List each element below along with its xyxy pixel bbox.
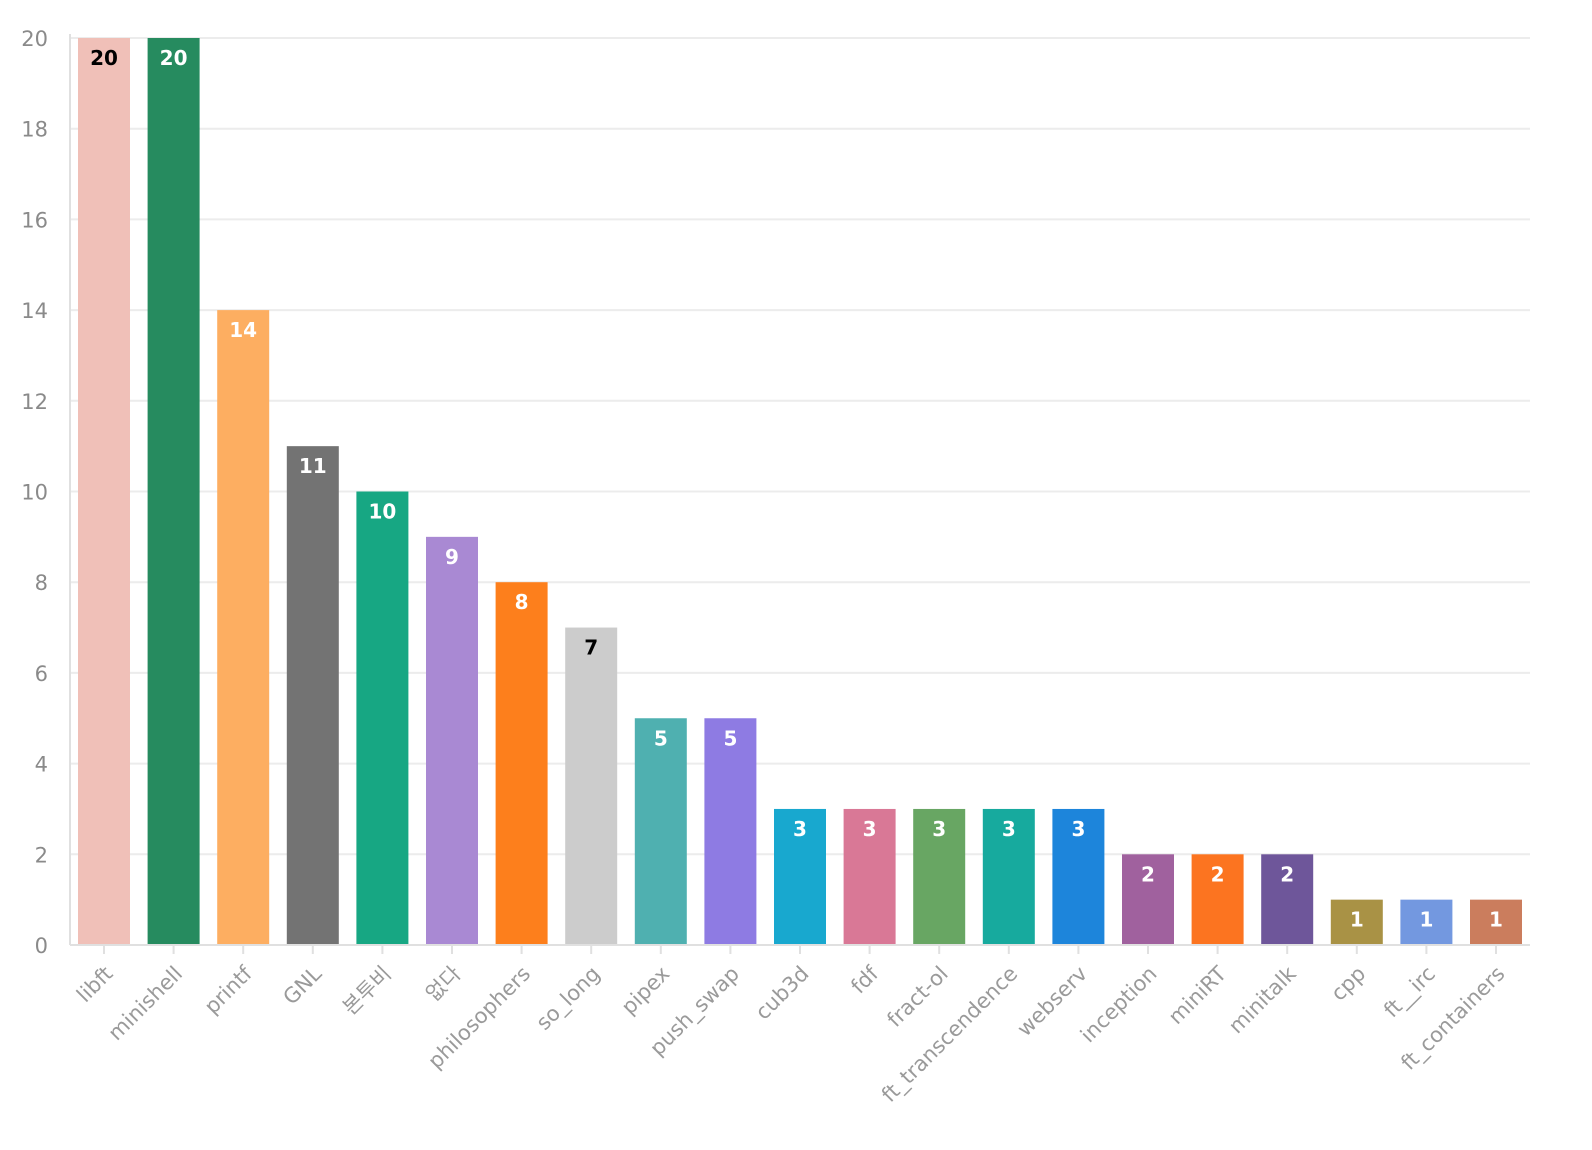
bar-value-label: 8 [515,590,529,614]
y-tick-label: 20 [21,27,48,51]
bar-value-label: 9 [445,545,459,569]
x-tick-label: ft_transcendence [877,962,1023,1108]
bar-value-label: 1 [1419,908,1433,932]
bar-value-label: 14 [229,318,257,342]
y-tick-label: 2 [35,843,48,867]
x-tick-label: minishell [103,962,187,1046]
x-tick-label: 없다 [421,962,465,1006]
y-tick-label: 0 [35,934,48,958]
x-tick-label: printf [200,961,258,1019]
x-tick-label: fract-ol [883,962,953,1032]
bar-minishell[interactable] [147,38,200,945]
bar-value-label: 20 [160,46,188,70]
bar-fract-ol[interactable] [913,808,966,945]
bar-fdf[interactable] [843,808,896,945]
y-tick-label: 10 [21,481,48,505]
bar-value-label: 5 [654,726,668,750]
bar-ft_transcendence[interactable] [982,808,1035,945]
bar-cpp[interactable] [1330,899,1383,945]
x-tick-label: so_long [531,962,605,1036]
bar-value-label: 20 [90,46,118,70]
bar-pipex[interactable] [634,718,687,945]
bar-없다[interactable] [426,536,478,945]
bar-inception[interactable] [1122,854,1174,945]
bar-philosophers[interactable] [495,582,548,945]
bar-miniRT[interactable] [1191,854,1244,945]
bar-minitalk[interactable] [1261,854,1314,945]
bar-본투비[interactable] [356,491,409,946]
x-tick-label: ft__irc [1379,962,1440,1023]
y-tick-label: 12 [21,390,48,414]
bar-ft__irc[interactable] [1400,899,1453,945]
bar-value-label: 2 [1211,862,1225,886]
bar-value-label: 3 [1002,817,1016,841]
x-tick-label: pipex [617,962,675,1020]
bar-GNL[interactable] [286,446,339,945]
bar-so_long[interactable] [565,627,618,945]
x-tick-label: 본투비 [338,962,396,1020]
x-tick-label: cub3d [751,962,814,1025]
bar-printf[interactable] [217,310,270,946]
y-tick-label: 4 [35,753,48,777]
y-tick-label: 18 [21,118,48,142]
bar-value-label: 3 [932,817,946,841]
bar-value-label: 5 [723,726,737,750]
bar-cub3d[interactable] [774,808,826,945]
x-tick-label: minitalk [1224,961,1301,1038]
y-tick-label: 8 [35,571,48,595]
bar-webserv[interactable] [1052,808,1105,945]
x-tick-label: fdf [846,961,883,998]
bar-value-label: 11 [299,454,327,478]
bar-value-label: 1 [1350,908,1364,932]
bar-value-label: 1 [1489,908,1503,932]
y-tick-label: 14 [21,299,48,323]
bar-value-label: 2 [1280,862,1294,886]
y-axis: 0 2 4 6 8 10 12 14 16 18 20 [21,27,71,958]
bar-value-label: 3 [863,817,877,841]
bar-value-label: 7 [584,636,598,660]
y-tick-label: 6 [35,662,48,686]
x-tick-label: cpp [1326,962,1370,1006]
bar-value-label: 10 [368,500,396,524]
bar-value-label: 3 [1071,817,1085,841]
x-tick-label: inception [1076,962,1162,1048]
bar-value-label: 2 [1141,862,1155,886]
x-tick-label: libft [72,962,117,1007]
bar-value-label: 3 [793,817,807,841]
bar-push_swap[interactable] [704,718,757,945]
bar-ft_containers[interactable] [1470,899,1522,945]
bar-libft[interactable] [78,38,130,945]
x-tick-label: miniRT [1164,961,1232,1029]
x-tick-label: GNL [278,961,326,1009]
y-tick-label: 16 [21,208,48,232]
